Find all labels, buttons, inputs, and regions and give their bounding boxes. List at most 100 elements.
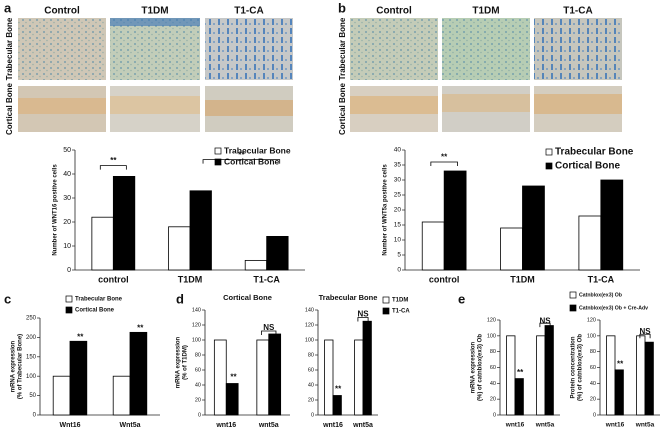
row-label: Cortical Bone xyxy=(338,82,347,135)
y-tick-label: 40 xyxy=(490,381,496,387)
y-axis-label: mRNA expression xyxy=(471,341,477,393)
y-tick-label: 25 xyxy=(394,192,402,199)
x-tick-label: T1-CA xyxy=(588,274,615,284)
annotation: ** xyxy=(137,324,144,333)
panel-label: c xyxy=(4,291,11,306)
panel-label: e xyxy=(458,291,465,306)
legend-label: Trabecular Bone xyxy=(555,147,634,158)
bar xyxy=(268,333,282,416)
bar xyxy=(213,339,227,416)
y-tick-label: 0 xyxy=(67,267,71,274)
y-tick-label: 100 xyxy=(487,333,496,339)
y-tick-label: 30 xyxy=(63,195,71,202)
bar xyxy=(256,339,270,416)
annotation: ** xyxy=(517,368,524,377)
bar xyxy=(129,331,148,416)
legend-label: Catnblox(ex3) Ob xyxy=(579,292,622,298)
y-tick-label: 0 xyxy=(493,412,496,418)
y-axis-label: mRNA expression xyxy=(11,340,17,392)
y-tick-label: 0 xyxy=(593,412,596,418)
y-tick-label: 20 xyxy=(195,397,201,403)
bar xyxy=(514,378,524,416)
legend-swatch xyxy=(545,148,553,156)
annotation: ** xyxy=(335,385,342,394)
y-tick-label: 100 xyxy=(587,333,596,339)
y-axis-label: Protein concentration xyxy=(571,336,577,398)
bar xyxy=(606,335,616,416)
y-tick-label: 140 xyxy=(305,307,314,313)
y-tick-label: 250 xyxy=(26,316,37,322)
y-tick-label: 50 xyxy=(63,147,71,154)
column-header: T1-CA xyxy=(563,6,592,17)
bar xyxy=(578,215,602,271)
y-tick-label: 60 xyxy=(490,365,496,371)
bar xyxy=(112,375,131,416)
y-tick-label: 140 xyxy=(192,307,201,313)
y-tick-label: 40 xyxy=(63,171,71,178)
annotation: ** xyxy=(441,153,448,162)
legend-swatch xyxy=(214,147,222,155)
bar xyxy=(644,341,654,416)
bracket xyxy=(357,317,369,322)
bar xyxy=(362,320,372,416)
x-tick-label: T1DM xyxy=(178,274,203,284)
bar xyxy=(600,179,624,271)
legend-swatch xyxy=(545,162,553,170)
y-tick-label: 0 xyxy=(33,413,37,419)
column-header: Control xyxy=(376,6,412,17)
bar xyxy=(636,335,646,416)
annotation: NS xyxy=(263,323,275,332)
bracket xyxy=(261,330,277,335)
annotation: ** xyxy=(110,156,117,165)
legend-label: T1DM xyxy=(392,298,408,304)
legend-label: Cortical Bone xyxy=(224,156,280,166)
bar xyxy=(332,395,342,416)
x-tick-label: wnt16 xyxy=(322,422,343,429)
bar xyxy=(69,340,88,416)
row-label: Cortical Bone xyxy=(5,82,14,135)
y-tick-label: 40 xyxy=(195,382,201,388)
annotation: NS xyxy=(357,310,369,319)
annotation: NS xyxy=(539,316,551,325)
histology-images xyxy=(18,18,622,132)
bar xyxy=(189,190,212,271)
bar xyxy=(244,259,268,271)
row-label: Trabecular Bone xyxy=(5,17,14,80)
bar xyxy=(522,185,545,271)
y-axis-label: (% of Trabecular Bone) xyxy=(18,334,24,399)
y-tick-label: 20 xyxy=(590,397,596,403)
annotation: ** xyxy=(617,359,624,368)
y-tick-label: 80 xyxy=(195,352,201,358)
bar xyxy=(225,383,239,416)
column-header: T1DM xyxy=(141,6,168,17)
y-tick-label: 10 xyxy=(394,237,402,244)
legend-swatch xyxy=(65,306,73,314)
bar xyxy=(52,375,71,416)
y-tick-label: 15 xyxy=(394,222,402,229)
x-tick-label: wnt5a xyxy=(535,422,555,429)
bar xyxy=(354,339,364,416)
bar xyxy=(324,339,334,416)
bar xyxy=(266,235,289,271)
y-tick-label: 60 xyxy=(590,365,596,371)
x-tick-label: wnt16 xyxy=(215,422,236,429)
x-tick-label: control xyxy=(429,274,460,284)
annotation: ** xyxy=(238,150,245,159)
legend-swatch xyxy=(382,307,390,315)
column-header: T1DM xyxy=(472,6,499,17)
y-tick-label: 5 xyxy=(397,252,401,259)
y-tick-label: 50 xyxy=(29,393,36,399)
y-tick-label: 40 xyxy=(590,381,596,387)
annotation: NS xyxy=(639,327,651,336)
x-tick-label: wnt5a xyxy=(635,422,655,429)
x-tick-label: Wnt16 xyxy=(60,422,81,429)
x-tick-label: T1-CA xyxy=(253,274,280,284)
y-tick-label: 0 xyxy=(198,412,201,418)
bracket xyxy=(99,165,127,170)
y-tick-label: 40 xyxy=(394,147,402,154)
bar xyxy=(544,325,554,416)
legend-label: Cortical Bone xyxy=(555,161,620,172)
legend-label: Trabecular Bone xyxy=(75,297,123,303)
row-label: Trabecular Bone xyxy=(338,17,347,80)
